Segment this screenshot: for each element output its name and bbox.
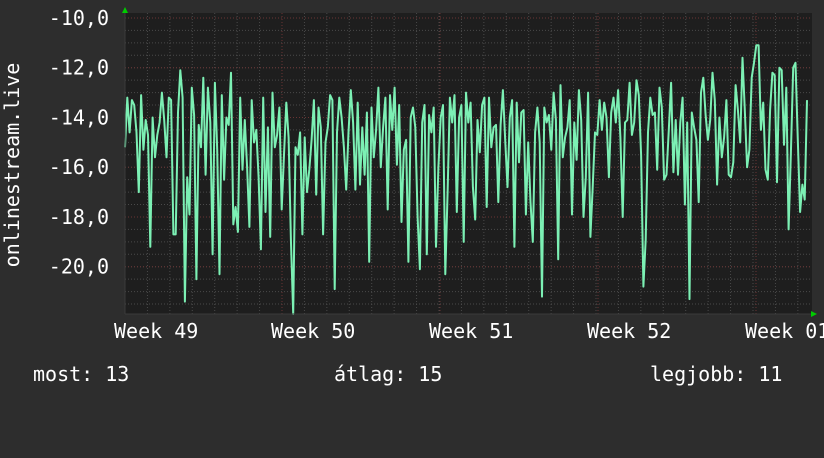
stat-best: legjobb: 11: [650, 362, 783, 386]
y-tick-label: -16,0: [49, 155, 109, 179]
y-tick-label: -12,0: [49, 56, 109, 80]
y-axis-arrow-icon: [122, 7, 128, 13]
series-line: [124, 44, 808, 315]
y-tick-label: -20,0: [49, 255, 109, 279]
x-tick-label: Week 52: [587, 319, 671, 343]
y-tick-label: -10,0: [49, 6, 109, 30]
stat-current: most: 13: [33, 362, 130, 386]
y-axis-label: onlinestream.live: [0, 63, 24, 268]
stats-bar: most: 13 átlag: 15 legjobb: 11: [0, 362, 824, 388]
y-tick-label: -18,0: [49, 205, 109, 229]
stat-average: átlag: 15: [334, 362, 443, 386]
plot-area: [125, 13, 812, 314]
chart: -10,0-12,0-14,0-16,0-18,0-20,0 Week 49 We…: [0, 6, 824, 343]
x-tick-label: Week 51: [429, 319, 513, 343]
x-axis-ticks: Week 49 Week 50 Week 51 Week 52 Week 01: [114, 319, 824, 343]
x-axis-arrow-icon: [811, 311, 817, 317]
y-tick-label: -14,0: [49, 105, 109, 129]
x-tick-label: Week 01: [745, 319, 824, 343]
x-tick-label: Week 49: [114, 319, 198, 343]
x-tick-label: Week 50: [271, 319, 355, 343]
